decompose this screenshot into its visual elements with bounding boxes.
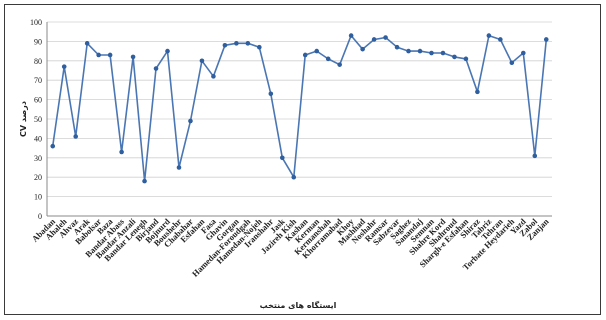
y-tick-label: 0 — [38, 212, 42, 221]
data-point — [509, 60, 515, 66]
chart-frame — [4, 4, 601, 315]
data-point — [543, 37, 549, 42]
data-point — [521, 50, 526, 56]
data-point — [61, 64, 67, 69]
data-point — [291, 174, 297, 180]
y-tick-label: 100 — [30, 18, 42, 27]
data-point — [452, 54, 457, 60]
data-point — [176, 165, 182, 170]
y-tick-label: 60 — [34, 96, 42, 105]
data-point — [279, 155, 285, 161]
data-point — [199, 58, 205, 64]
y-tick-label: 90 — [34, 37, 42, 46]
data-point — [165, 48, 170, 54]
data-point — [348, 33, 354, 38]
data-point — [211, 74, 216, 79]
data-point — [50, 143, 56, 149]
data-point — [234, 41, 239, 46]
y-tick-label: 20 — [34, 173, 42, 182]
y-tick-label: 30 — [34, 154, 42, 163]
data-point — [383, 35, 388, 40]
data-point — [429, 50, 434, 56]
data-point — [153, 66, 159, 71]
data-point — [257, 44, 262, 50]
data-point — [337, 62, 342, 67]
data-point — [486, 33, 492, 38]
data-point — [532, 153, 538, 159]
y-tick-label: 70 — [34, 76, 42, 85]
data-point — [325, 56, 331, 62]
data-point — [360, 46, 365, 52]
y-axis-title: درصد CV — [19, 101, 28, 137]
x-axis-title: ایستگاه های منتخب — [260, 300, 337, 310]
data-point — [188, 118, 193, 124]
data-point — [119, 149, 124, 155]
data-point — [268, 91, 274, 97]
data-point — [463, 56, 469, 62]
data-point — [440, 50, 446, 56]
x-tick-labels: AbadanAhalehAhvazArakBabolsarBazaBandar … — [30, 216, 551, 279]
y-tick-label: 50 — [34, 115, 42, 124]
data-point — [245, 41, 251, 46]
data-point — [73, 134, 78, 139]
y-tick-label: 10 — [34, 193, 42, 202]
data-point — [417, 48, 423, 54]
data-point — [130, 54, 136, 60]
data-point — [314, 48, 320, 54]
axes — [46, 22, 552, 217]
data-point — [107, 52, 113, 58]
data-point — [475, 89, 480, 95]
y-tick-label: 40 — [34, 134, 42, 143]
data-series — [50, 33, 549, 184]
data-point — [222, 42, 228, 48]
data-point — [142, 178, 147, 184]
data-point — [406, 48, 411, 54]
y-tick-labels: 0 10 20 30 40 50 60 70 80 90 100 — [30, 18, 42, 221]
data-point — [96, 52, 101, 58]
data-point — [371, 37, 377, 42]
data-point — [302, 52, 308, 58]
data-point — [394, 44, 400, 50]
y-tick-label: 80 — [34, 57, 42, 66]
data-point — [498, 37, 503, 42]
data-point — [84, 41, 90, 46]
series-line — [51, 34, 548, 182]
